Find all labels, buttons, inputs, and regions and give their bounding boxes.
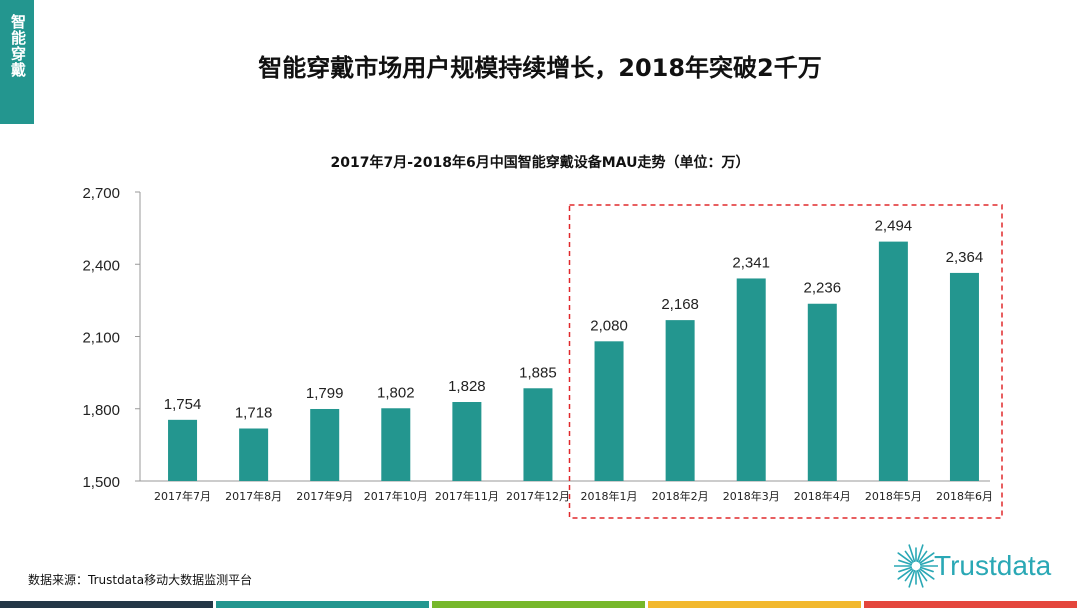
x-tick-label: 2018年4月 bbox=[794, 489, 851, 503]
highlight-box bbox=[568, 204, 1003, 519]
x-tick-label: 2017年8月 bbox=[225, 489, 282, 503]
bar bbox=[452, 402, 482, 481]
bottom-bar-segment bbox=[0, 601, 213, 608]
chart-title: 2017年7月-2018年6月中国智能穿戴设备MAU走势（单位：万） bbox=[330, 155, 750, 171]
bottom-bar-segment bbox=[864, 601, 1077, 608]
x-tick-label: 2017年11月 bbox=[435, 489, 499, 503]
page-title: 智能穿戴市场用户规模持续增长，2018年突破2千万 bbox=[258, 54, 822, 82]
sunburst-ray bbox=[918, 550, 928, 563]
bar bbox=[736, 278, 766, 481]
bar-value-label: 1,885 bbox=[519, 364, 557, 381]
bar bbox=[239, 428, 269, 481]
y-tick-label: 1,500 bbox=[82, 474, 120, 491]
bottom-bar-segment bbox=[432, 601, 645, 608]
bar-chart: 1,500 1,800 2,100 2,400 2,700 1,754 2017年7月 1,7… bbox=[82, 185, 1003, 519]
x-tick-label: 2017年7月 bbox=[154, 489, 211, 503]
bar-value-label: 2,364 bbox=[946, 249, 984, 266]
sunburst-ray bbox=[916, 569, 924, 588]
side-tab: 智能穿戴 bbox=[0, 0, 34, 124]
sunburst-ray bbox=[916, 544, 924, 563]
bar bbox=[665, 320, 695, 481]
sunburst-ray bbox=[919, 566, 934, 573]
bar bbox=[807, 303, 837, 481]
side-tab-label: 智能穿戴 bbox=[9, 14, 27, 78]
sunburst-ray bbox=[904, 569, 914, 582]
bottom-color-bar bbox=[0, 601, 1080, 608]
trustdata-logo: Trustdata bbox=[894, 538, 1074, 594]
sunburst-ray bbox=[898, 566, 913, 573]
y-tick-label: 2,100 bbox=[82, 330, 120, 347]
bar-value-label: 2,494 bbox=[875, 218, 913, 235]
sunburst-ray bbox=[908, 569, 916, 588]
bar bbox=[310, 408, 340, 481]
source-note: 数据来源：Trustdata移动大数据监测平台 bbox=[28, 573, 253, 587]
x-tick-label: 2018年6月 bbox=[936, 489, 993, 503]
x-tick-label: 2017年12月 bbox=[506, 489, 570, 503]
sunburst-ray bbox=[919, 552, 935, 564]
sunburst-ray bbox=[918, 569, 928, 582]
bar-value-label: 1,799 bbox=[306, 385, 344, 402]
sunburst-ray bbox=[904, 550, 914, 563]
bar bbox=[878, 241, 908, 481]
x-tick-label: 2017年9月 bbox=[296, 489, 353, 503]
y-tick-label: 2,400 bbox=[82, 257, 120, 274]
bar-value-label: 2,080 bbox=[590, 317, 628, 334]
bottom-bar-segment bbox=[648, 601, 861, 608]
bottom-bar-segment bbox=[216, 601, 429, 608]
bar-value-label: 1,828 bbox=[448, 378, 486, 395]
y-tick-label: 1,800 bbox=[82, 402, 120, 419]
sunburst-ray bbox=[908, 544, 916, 563]
sunburst-icon bbox=[894, 544, 938, 588]
bar-value-label: 2,341 bbox=[732, 254, 770, 271]
sunburst-ray bbox=[897, 552, 913, 564]
x-tick-label: 2018年1月 bbox=[581, 489, 638, 503]
logo-text: Trustdata bbox=[934, 550, 1052, 581]
x-tick-label: 2018年2月 bbox=[652, 489, 709, 503]
bar bbox=[168, 419, 198, 481]
bar bbox=[381, 408, 411, 481]
bar-value-label: 2,236 bbox=[804, 280, 842, 297]
sunburst-ray bbox=[919, 559, 934, 566]
sunburst-ray bbox=[898, 559, 913, 566]
bar bbox=[949, 272, 979, 481]
sunburst-ray bbox=[897, 568, 913, 580]
bar-value-label: 1,754 bbox=[164, 396, 202, 413]
sunburst-ray bbox=[919, 568, 935, 580]
x-tick-label: 2018年3月 bbox=[723, 489, 780, 503]
y-tick-label: 2,700 bbox=[82, 185, 120, 202]
bar-value-label: 1,718 bbox=[235, 404, 273, 421]
bar bbox=[523, 388, 553, 481]
x-tick-label: 2017年10月 bbox=[364, 489, 428, 503]
bar bbox=[594, 341, 624, 481]
bar-value-label: 2,168 bbox=[661, 296, 699, 313]
x-tick-label: 2018年5月 bbox=[865, 489, 922, 503]
bar-value-label: 1,802 bbox=[377, 384, 415, 401]
